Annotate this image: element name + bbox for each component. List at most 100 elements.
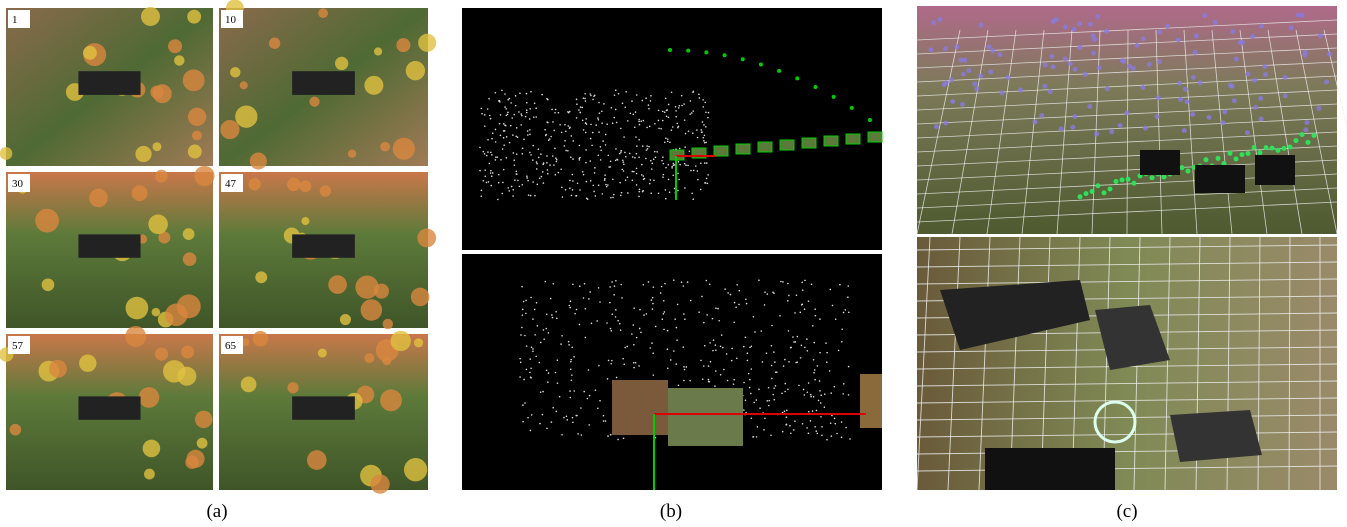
point [759,407,761,409]
tree [364,76,383,95]
point [548,332,550,334]
point [604,178,606,180]
point [808,411,810,413]
point [743,346,745,348]
feature-point [1072,114,1077,119]
point [560,343,562,345]
point [580,407,582,409]
point [599,301,601,303]
point [620,128,622,130]
point [749,347,751,349]
point [579,285,581,287]
point [615,160,617,162]
point [522,404,524,406]
point [654,123,656,125]
point [529,108,531,110]
tree [230,67,240,77]
point [530,297,532,299]
point [783,365,785,367]
point [674,318,676,320]
tree [183,69,205,91]
feature-point [1077,21,1082,26]
feature-point [1039,113,1044,118]
tree [188,108,206,126]
point [580,106,582,108]
point [788,361,790,363]
point [612,122,614,124]
feature-point [1042,84,1047,89]
point [667,348,669,350]
point [569,111,571,113]
point [746,303,748,305]
point [491,154,493,156]
point [510,102,512,104]
point [701,296,703,298]
point [787,300,789,302]
point [638,365,640,367]
camera-marker [795,76,799,80]
point [756,436,758,438]
point [799,312,801,314]
point [614,285,616,287]
point [564,145,566,147]
feature-point [1059,126,1064,131]
feature-point [1109,129,1114,134]
point [621,192,623,194]
feature-point [1096,183,1101,188]
tree [318,348,327,357]
point [636,145,638,147]
point [743,409,745,411]
point [532,351,534,353]
point [587,198,589,200]
feature-point [1150,175,1155,180]
point [658,110,660,112]
point [491,138,493,140]
point [611,313,613,315]
point [613,117,615,119]
point [848,311,850,313]
point [521,184,523,186]
point [667,138,669,140]
point [638,119,640,121]
point [726,353,728,355]
tree [165,304,188,327]
point [849,438,851,440]
point [571,379,573,381]
point [559,396,561,398]
tree [155,347,168,360]
frame-label: 10 [225,14,237,26]
point [490,152,492,154]
point [748,373,750,375]
point [638,157,640,159]
point [650,160,652,162]
point [505,108,507,110]
feature-point [1156,95,1161,100]
feature-point [1140,85,1145,90]
point [703,365,705,367]
point [554,148,556,150]
feature-point [1143,126,1148,131]
point [532,145,534,147]
point [658,120,660,122]
point [529,134,531,136]
point [504,130,506,132]
point [487,151,489,153]
point [660,128,662,130]
point [818,400,820,402]
point [521,115,523,117]
point [655,157,657,159]
point [617,159,619,161]
point [620,284,622,286]
camera-frame [714,146,728,156]
point [656,151,658,153]
camera-frame [668,388,743,446]
point [539,177,541,179]
point [848,394,850,396]
point [834,423,836,425]
feature-point [943,46,948,51]
point [536,302,538,304]
point [500,159,502,161]
point [793,341,795,343]
point [543,182,545,184]
point [658,192,660,194]
